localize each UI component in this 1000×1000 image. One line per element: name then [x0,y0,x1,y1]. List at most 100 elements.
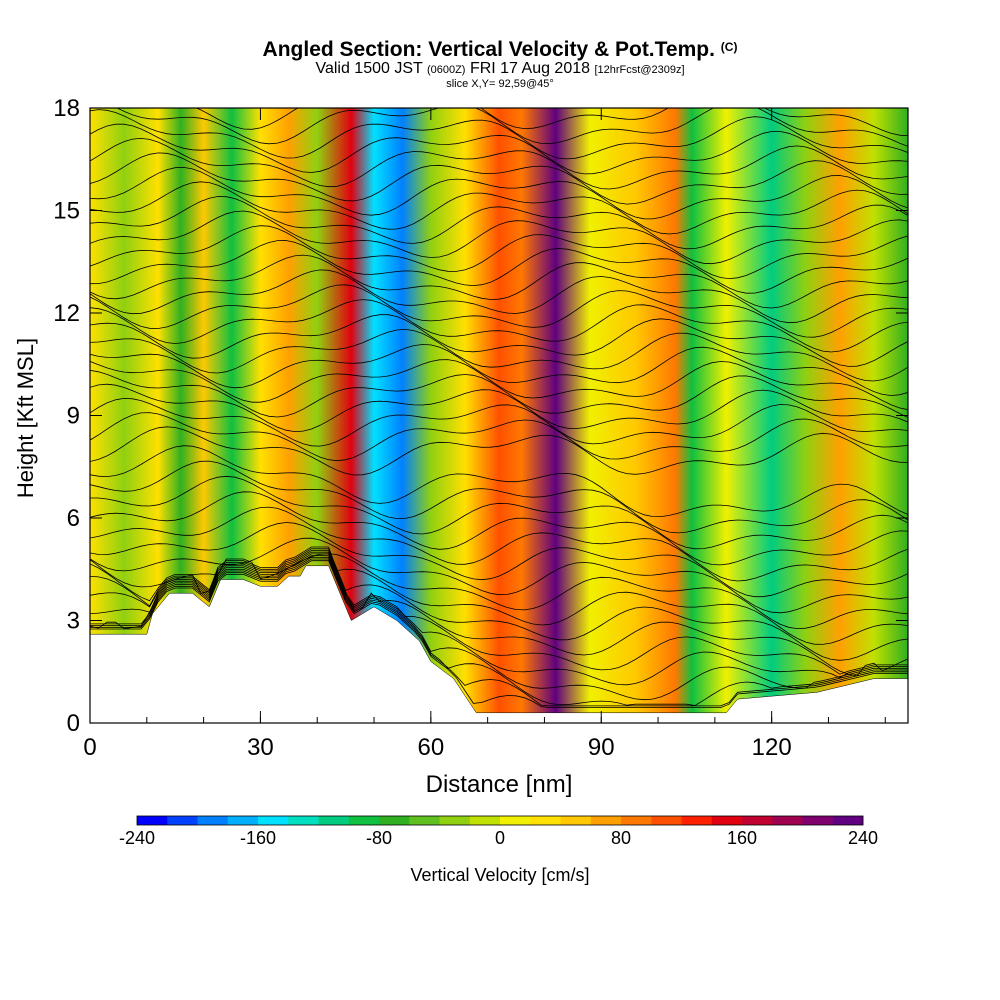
isentrope-line [90,240,908,294]
isentrope-line [90,475,908,550]
isentrope-line [90,359,908,411]
colorbar-tick-label: -240 [119,828,155,848]
colorbar-swatch [530,816,561,825]
colorbar-swatch [772,816,803,825]
colorbar-swatch [348,816,380,825]
colorbar-swatch [500,816,531,825]
chart-title: Angled Section: Vertical Velocity & Pot.… [0,36,1000,61]
isentrope-line [90,344,908,396]
y-tick-label: 18 [53,95,80,122]
axis-ticks: 0 30 60 90 120 0 3 6 9 12 15 18 [53,95,908,761]
slice-info: slice X,Y= 92,59@45° [446,78,554,90]
title-main: Angled Section: Vertical Velocity & Pot.… [262,38,715,61]
colorbar-frame [136,815,864,826]
isentrope-line [90,269,908,324]
isentrope-line [90,445,908,518]
isentrope-line [90,553,908,630]
y-tick-label: 6 [67,505,80,532]
colorbar-swatch [288,816,319,825]
colorbar-tick-label: 0 [495,828,505,848]
y-tick-label: 0 [67,710,80,737]
isentrope-line [90,369,908,419]
colorbar-tick-label: -160 [240,828,276,848]
isentrope-line [90,553,908,686]
isentrope-line [90,284,908,338]
colorbar-swatch [379,816,410,825]
x-axis-label: Distance [nm] [426,771,573,798]
isentrope-line [90,383,908,433]
colorbar-swatch [227,816,259,825]
colorbar-swatch [258,816,289,825]
colorbar-swatch [167,816,198,825]
terrain-mask [90,565,908,723]
colorbar-swatch [469,816,501,825]
valid-time: Valid 1500 JST [315,60,423,77]
colorbar-swatch [651,816,682,825]
isentrope-line [90,123,908,175]
isentrope-line [90,426,908,476]
isentrope-line [90,412,908,462]
colorbar-label: Vertical Velocity [cm/s] [410,865,589,885]
isentrope-line [90,328,908,382]
colorbar-swatch [318,816,350,825]
colorbar-tick-label: -80 [366,828,392,848]
colorbar-tick-label: 80 [611,828,631,848]
y-tick-label: 3 [67,608,80,635]
isentrope-line [90,551,908,675]
isentrope-line [90,152,908,205]
colorbar-swatch [621,816,652,825]
x-tick-label: 60 [417,734,444,761]
y-axis-label: Height [Kft MSL] [13,338,38,498]
y-tick-label: 9 [67,403,80,430]
colorbar-swatch [560,816,592,825]
isentrope-line [90,299,908,353]
plot-area [90,108,908,723]
colorbar-swatch [137,816,168,825]
isentrope-line [90,555,908,701]
colorbar-swatch [742,816,773,825]
valid-zulu: (0600Z) [426,64,466,76]
isentrope-line [90,506,908,582]
isentrope-line [90,181,908,235]
isentrope-line [90,546,908,645]
colorbar-swatch [681,816,713,825]
isentrope-line [90,560,908,708]
isentrope-line [90,460,908,534]
x-tick-label: 0 [83,734,96,761]
colorbar-swatch [439,816,471,825]
isentrope-line [90,314,908,367]
isentrope-line [90,397,908,447]
colorbar-swatch [409,816,440,825]
colorbar-swatch [711,816,743,825]
isentrope-line [90,548,908,661]
isentrope-line [90,210,908,265]
colorbar-swatch [197,816,229,825]
y-tick-label: 15 [53,198,80,225]
isentrope-line [90,522,908,598]
isentrope-line [90,196,908,250]
forecast-info: [12hrFcst@2309z] [594,64,685,76]
isentrope-line [90,225,908,280]
x-tick-label: 90 [588,734,615,761]
valid-date: FRI 17 Aug 2018 [469,60,591,77]
x-tick-label: 120 [752,734,792,761]
y-tick-label: 12 [53,300,80,327]
isentrope-line [90,254,908,309]
isentrope-line [90,537,908,614]
colorbar-tick-label: 160 [727,828,757,848]
isentrope-line [90,550,908,677]
colorbar-tick-label: 240 [848,828,878,848]
isentrope-line [90,491,908,566]
isentrope-contours [90,108,908,708]
title-unit: (C) [720,40,738,54]
x-tick-label: 30 [247,734,274,761]
isentrope-line [90,558,908,707]
colorbar: -240 -160 -80 0 80 160 240 [119,815,878,848]
colorbar-swatch [590,816,622,825]
valid-line: Valid 1500 JST (0600Z) FRI 17 Aug 2018 [… [0,61,1000,78]
isentrope-line [90,166,908,220]
isentrope-line [90,556,908,706]
isentrope-line [90,137,908,190]
colorbar-swatch [832,816,864,825]
